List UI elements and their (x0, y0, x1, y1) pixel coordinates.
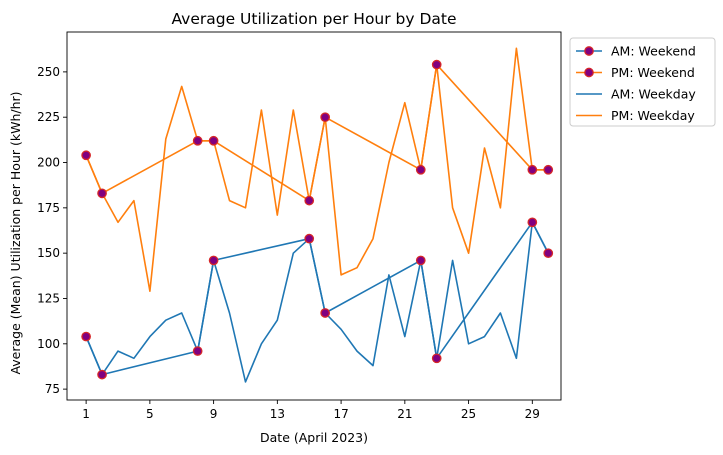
series-line-pm-weekday (85, 47, 549, 293)
series-line-am-weekend (85, 221, 550, 376)
x-tick-label: 5 (146, 407, 154, 421)
y-tick-label: 250 (37, 65, 60, 79)
x-axis: 1 5 9 13 17 21 25 29 (82, 400, 540, 421)
legend-marker-am-weekend (584, 46, 594, 56)
data-point-pm-weekend (97, 188, 107, 199)
data-point-pm-weekend (208, 135, 219, 146)
x-tick-label: 13 (270, 407, 285, 421)
data-point-am-weekend (431, 353, 442, 364)
data-point-am-weekend (192, 346, 203, 356)
data-point-am-weekend (543, 248, 554, 259)
x-tick-label: 25 (461, 407, 476, 421)
data-point-pm-weekend (81, 150, 91, 161)
y-tick-label: 175 (37, 201, 60, 215)
legend-label-am-weekend: AM: Weekend (611, 44, 696, 59)
x-tick-label: 1 (82, 407, 90, 421)
data-point-pm-weekend (527, 164, 538, 175)
y-tick-label: 75 (45, 382, 60, 396)
data-point-am-weekend (97, 369, 107, 380)
x-axis-label: Date (April 2023) (260, 430, 368, 445)
legend-label-pm-weekend: PM: Weekend (611, 65, 695, 80)
y-tick-label: 100 (37, 337, 60, 351)
x-tick-label: 29 (525, 407, 540, 421)
data-point-pm-weekend (192, 135, 203, 146)
data-point-pm-weekend (415, 164, 426, 175)
y-tick-label: 200 (37, 156, 60, 170)
x-tick-label: 21 (397, 407, 412, 421)
data-point-am-weekend (415, 255, 426, 266)
data-point-pm-weekend (320, 112, 331, 123)
data-point-am-weekend (527, 217, 538, 228)
data-point-am-weekend (320, 308, 331, 318)
y-tick-label: 150 (37, 246, 60, 260)
data-point-pm-weekend (431, 59, 442, 70)
y-tick-label: 225 (37, 110, 60, 124)
y-tick-label: 125 (37, 291, 60, 305)
series-line-pm-weekend (85, 63, 549, 202)
plot-frame (66, 31, 562, 401)
y-axis: 75 100 125 150 175 200 225 250 (37, 65, 67, 396)
data-point-pm-weekend (543, 164, 554, 175)
data-point-am-weekend (81, 331, 91, 342)
data-point-am-weekend (304, 233, 315, 244)
legend-label-am-weekday: AM: Weekday (611, 87, 696, 102)
y-axis-label: Average (Mean) Utilization per Hour (kWh… (8, 91, 23, 374)
series-line-am-weekday (85, 221, 550, 383)
legend: AM: Weekend PM: Weekend AM: Weekday PM: Wee… (569, 37, 716, 127)
x-tick-label: 9 (210, 407, 218, 421)
legend-marker-pm-weekend (584, 67, 594, 78)
chart-title: Average Utilization per Hour by Date (171, 10, 456, 28)
data-point-am-weekend (208, 255, 219, 266)
data-point-pm-weekend (304, 195, 315, 206)
legend-box (569, 37, 716, 127)
plot-area (66, 31, 562, 401)
x-tick-label: 17 (333, 407, 348, 421)
legend-label-pm-weekday: PM: Weekday (611, 108, 695, 123)
